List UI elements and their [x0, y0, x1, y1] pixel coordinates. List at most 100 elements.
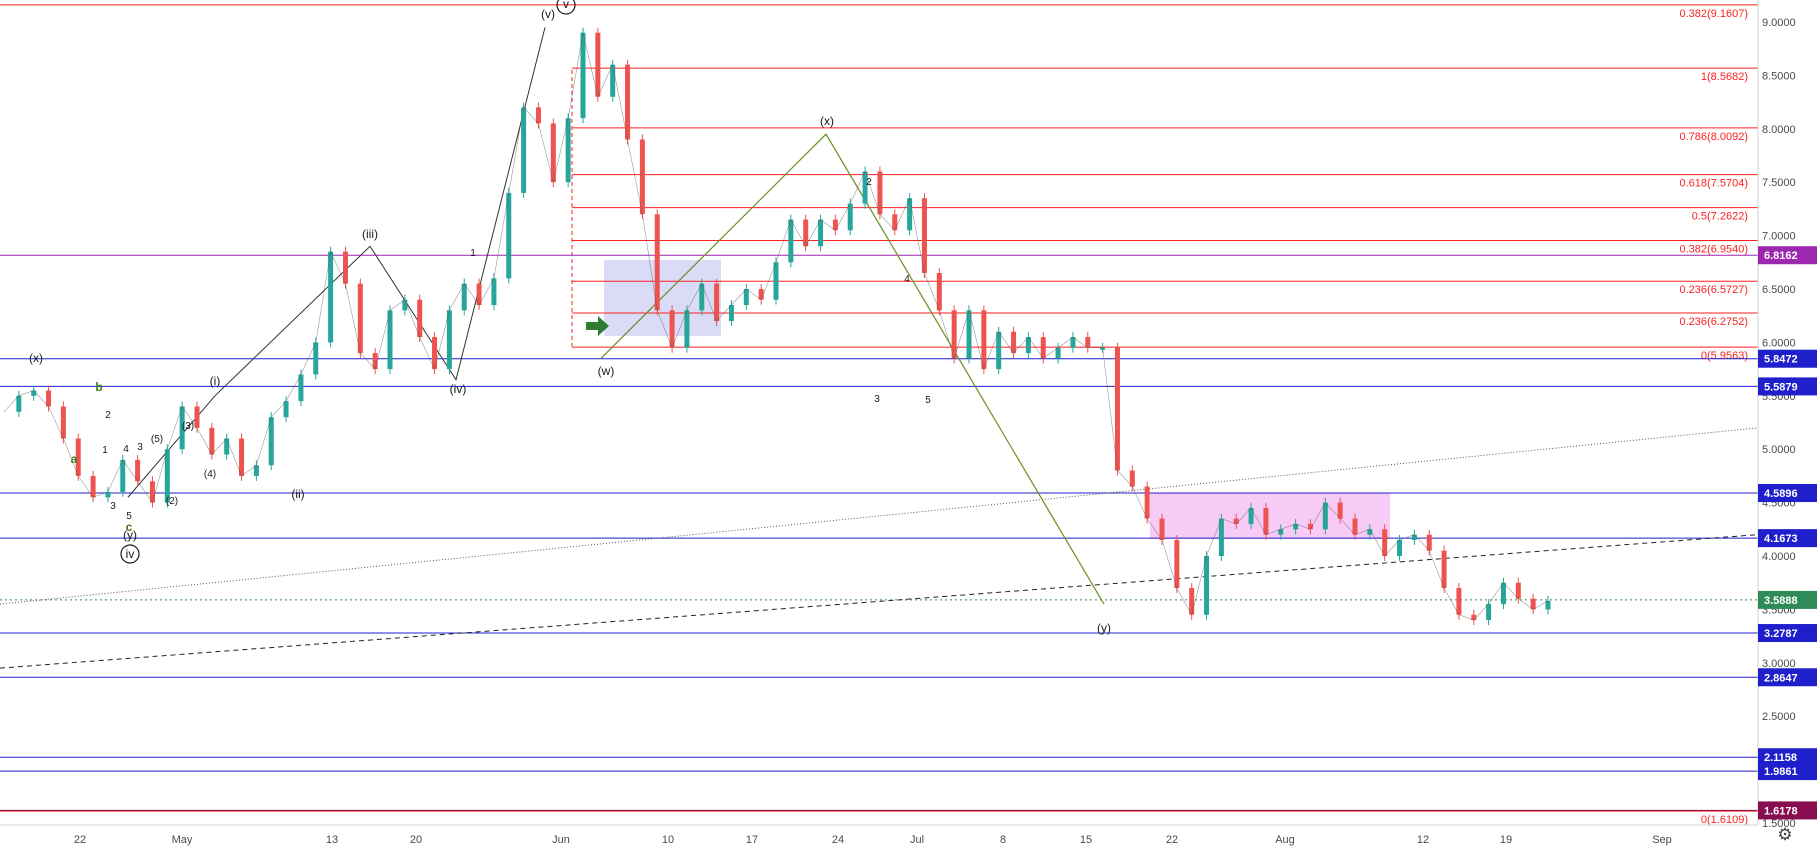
- trendline-dotted: [0, 427, 1759, 605]
- x-tick-label: 10: [662, 834, 674, 846]
- price-candle-body: [773, 262, 779, 300]
- x-tick-label: 15: [1080, 834, 1092, 846]
- price-badge-label: 4.5896: [1764, 488, 1798, 500]
- price-badge-label: 5.5879: [1764, 381, 1798, 393]
- price-candle-body: [996, 331, 1002, 370]
- wave-label: 1: [102, 445, 108, 456]
- price-candle-body: [1352, 518, 1358, 535]
- price-candle-body: [372, 353, 378, 370]
- price-candle-body: [818, 219, 824, 247]
- price-candle-body: [625, 64, 631, 140]
- price-candle-body: [951, 310, 957, 359]
- x-tick-label: 13: [326, 834, 338, 846]
- price-badge: [1758, 529, 1817, 548]
- wave-x-pattern-line: [600, 133, 1105, 605]
- price-candle-body: [1114, 347, 1120, 471]
- fib-level-label: 0.382(6.9540): [1680, 244, 1749, 256]
- price-candle-body: [1085, 337, 1091, 348]
- x-tick-label: 12: [1417, 834, 1429, 846]
- price-candle-body: [209, 427, 215, 455]
- y-tick-label: 9.0000: [1762, 17, 1796, 29]
- price-candle-body: [758, 289, 764, 300]
- fib-level-label: 1(8.5682): [1701, 71, 1748, 83]
- price-candle-body: [120, 459, 126, 492]
- y-tick-label: 7.5000: [1762, 177, 1796, 189]
- price-candle-body: [75, 438, 81, 476]
- fib-level-label: 0.786(8.0092): [1680, 131, 1749, 143]
- wave-label: 2: [866, 177, 872, 188]
- wave-label: (2): [166, 496, 178, 507]
- price-candle-body: [1471, 614, 1477, 621]
- wave-label: 2: [105, 410, 111, 421]
- price-candle-body: [491, 278, 497, 306]
- price-candle-body: [1040, 337, 1046, 359]
- impulse-wave-line: [127, 27, 546, 498]
- x-tick-label: 22: [74, 834, 86, 846]
- price-candle-body: [149, 481, 155, 503]
- price-badge: [1758, 668, 1817, 687]
- price-candle-body: [60, 406, 66, 439]
- price-badge-label: 3.5888: [1764, 595, 1798, 607]
- y-tick-label: 3.0000: [1762, 658, 1796, 670]
- y-tick-label: 4.0000: [1762, 551, 1796, 563]
- wave-label: (3): [182, 421, 194, 432]
- price-candle-body: [714, 283, 720, 322]
- price-candle-body: [342, 251, 348, 284]
- price-candle-body: [1278, 529, 1284, 535]
- price-candle-body: [1530, 598, 1536, 610]
- green-arrow-icon: [586, 316, 609, 336]
- gear-icon[interactable]: ⚙: [1777, 825, 1793, 844]
- price-candle-body: [1129, 470, 1135, 487]
- fib-level-label: 0.236(6.2752): [1680, 316, 1749, 328]
- price-badge-label: 3.2787: [1764, 628, 1798, 640]
- price-candle-body: [832, 219, 838, 231]
- price-candle-body: [268, 417, 274, 466]
- y-tick-label: 6.5000: [1762, 284, 1796, 296]
- price-candle-body: [1500, 582, 1506, 605]
- wave-label: (x): [29, 351, 43, 365]
- y-tick-label: 2.5000: [1762, 711, 1796, 723]
- y-tick-label: 7.0000: [1762, 231, 1796, 243]
- price-badge: [1758, 349, 1817, 368]
- y-tick-label: 8.5000: [1762, 70, 1796, 82]
- fib-level-label: 0.382(9.1607): [1680, 8, 1749, 20]
- price-candle-body: [610, 64, 616, 97]
- price-badge: [1758, 748, 1817, 767]
- price-candle-body: [1307, 523, 1313, 530]
- price-candle-body: [743, 289, 749, 306]
- price-candle-body: [1382, 529, 1388, 556]
- wave-label: (4): [204, 469, 216, 480]
- price-candle-body: [224, 438, 230, 455]
- price-badge: [1758, 484, 1817, 503]
- price-candle-body: [1204, 556, 1210, 615]
- wave-label: iv: [126, 547, 135, 561]
- price-candle-body: [476, 283, 482, 306]
- price-candle-body: [1486, 604, 1492, 621]
- price-candle-body: [179, 406, 185, 450]
- wave-label: (ii): [291, 487, 304, 501]
- price-badge-label: 1.9861: [1764, 766, 1798, 778]
- price-candle-body: [847, 203, 853, 231]
- price-candle-body: [1367, 529, 1373, 535]
- wave-label: c: [126, 520, 133, 534]
- price-candle-body: [803, 219, 809, 247]
- wave-circle-marker: [556, 0, 576, 15]
- price-candle-body: [1189, 588, 1195, 615]
- x-tick-label: 8: [1000, 834, 1006, 846]
- price-candle-body: [936, 272, 942, 311]
- price-candle-body: [194, 406, 200, 428]
- price-candle-body: [1411, 534, 1417, 540]
- wave-label: (iv): [450, 382, 467, 396]
- price-candle-body: [90, 475, 96, 498]
- price-badge: [1758, 624, 1817, 643]
- price-candle-body: [550, 123, 556, 183]
- price-candle-body: [46, 390, 52, 407]
- consolidation-zone-pink: [1150, 493, 1390, 539]
- price-candle-body: [1248, 507, 1254, 524]
- price-candle-body: [535, 107, 541, 124]
- wave-label: 4: [904, 274, 910, 285]
- price-candle-body: [357, 283, 363, 354]
- price-badge: [1758, 590, 1817, 609]
- price-candle-body: [862, 171, 868, 204]
